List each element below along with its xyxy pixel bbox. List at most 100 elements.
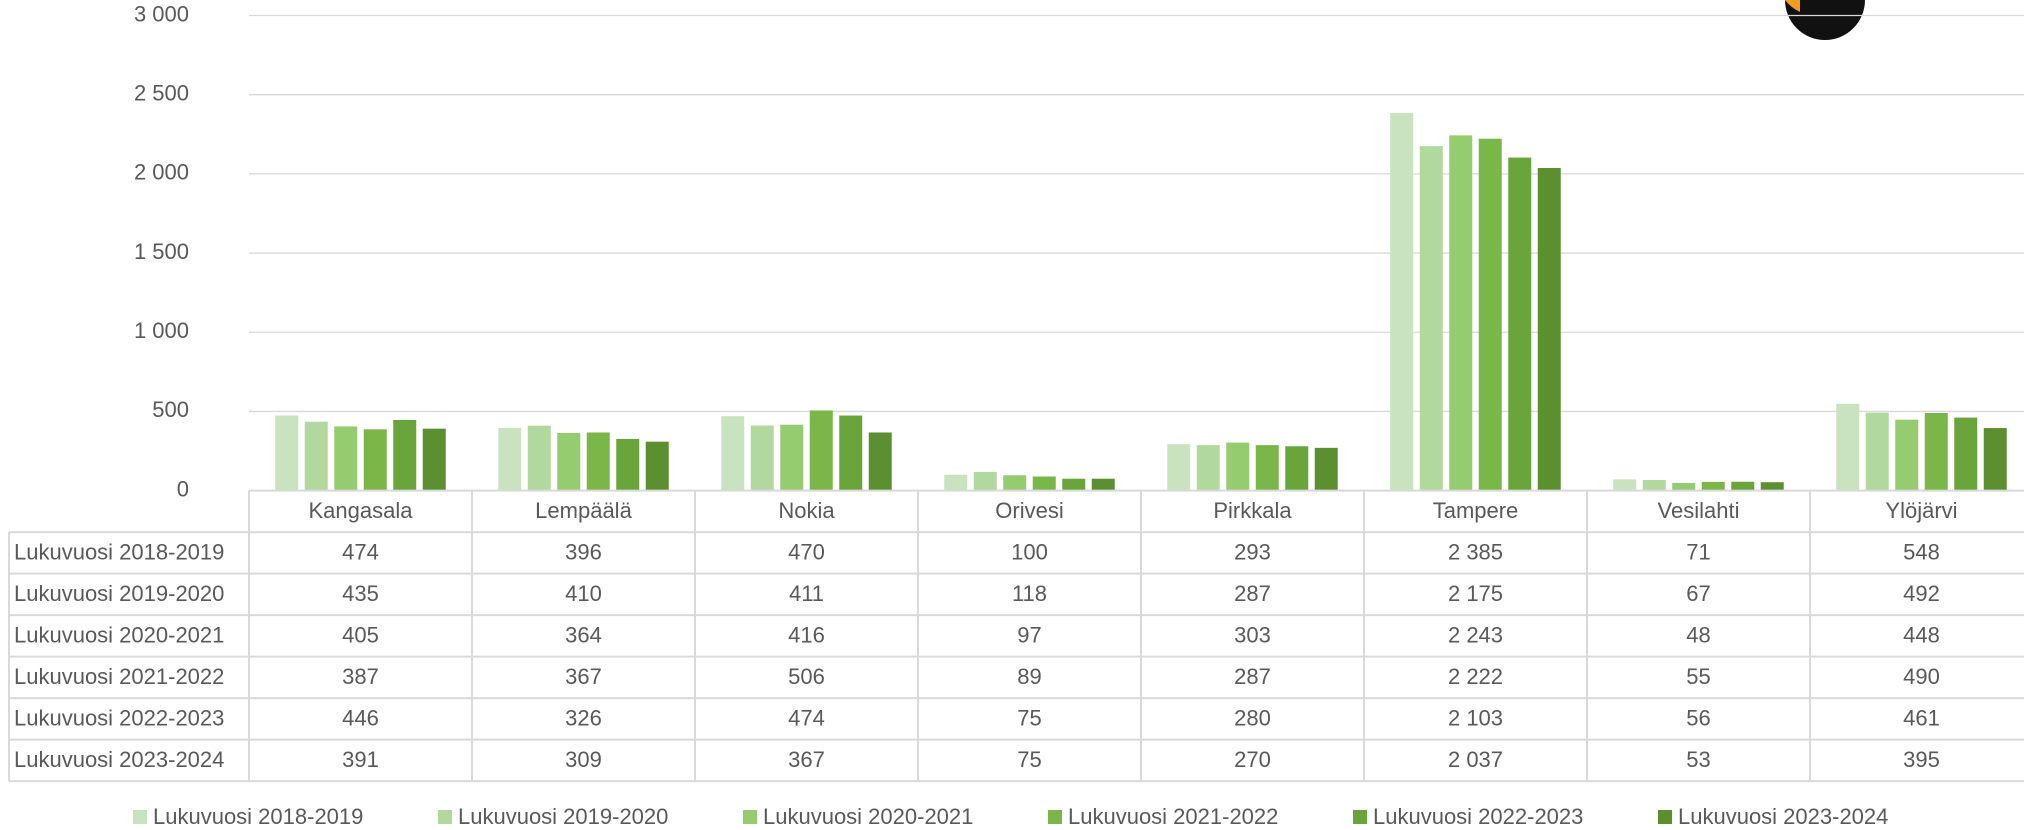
bar	[780, 424, 804, 491]
table-cell: 2 222	[1448, 664, 1503, 689]
table-cell: 2 385	[1448, 540, 1503, 565]
bar	[557, 432, 581, 491]
bar	[393, 419, 417, 491]
legend-label: Lukuvuosi 2018-2019	[153, 804, 363, 829]
y-tick-label: 2 000	[134, 160, 189, 185]
table-cell: 405	[342, 623, 379, 648]
table-cell: 89	[1017, 664, 1041, 689]
table-cell: 387	[342, 664, 379, 689]
y-tick-label: 0	[177, 476, 189, 501]
bar	[973, 471, 997, 491]
bar	[1672, 482, 1696, 491]
legend-label: Lukuvuosi 2019-2020	[458, 804, 668, 829]
bar	[1062, 478, 1086, 491]
row-label: Lukuvuosi 2020-2021	[14, 623, 224, 648]
bar	[1983, 428, 2007, 491]
legend-swatch	[1353, 810, 1367, 824]
bar	[1731, 481, 1755, 491]
bar	[1196, 445, 1220, 491]
table-cell: 391	[342, 747, 379, 772]
y-tick-label: 2 500	[134, 80, 189, 105]
table-cell: 53	[1686, 747, 1710, 772]
table-cell: 416	[788, 623, 825, 648]
bar	[1760, 482, 1784, 491]
bar	[809, 410, 833, 491]
bar	[363, 429, 387, 491]
table-cell: 367	[788, 747, 825, 772]
bar	[1285, 446, 1309, 491]
bar	[422, 428, 446, 491]
bar	[750, 425, 774, 491]
legend-label: Lukuvuosi 2022-2023	[1373, 804, 1583, 829]
table-cell: 309	[565, 747, 602, 772]
table-cell: 67	[1686, 581, 1710, 606]
table-cell: 326	[565, 706, 602, 731]
table-cell: 100	[1011, 540, 1048, 565]
table-cell: 75	[1017, 747, 1041, 772]
table-cell: 548	[1903, 540, 1940, 565]
row-label: Lukuvuosi 2021-2022	[14, 664, 224, 689]
bar	[334, 426, 358, 491]
row-label: Lukuvuosi 2018-2019	[14, 540, 224, 565]
bar	[586, 432, 610, 491]
bar	[1003, 475, 1027, 491]
table-cell: 395	[1903, 747, 1940, 772]
y-tick-label: 1 000	[134, 318, 189, 343]
bar	[1478, 138, 1502, 491]
legend-label: Lukuvuosi 2021-2022	[1068, 804, 1278, 829]
table-cell: 396	[565, 540, 602, 565]
bar	[721, 416, 745, 491]
bar	[1314, 447, 1338, 491]
y-tick-label: 500	[152, 397, 189, 422]
table-cell: 270	[1234, 747, 1271, 772]
x-tick-label: Lempäälä	[535, 498, 632, 523]
table-cell: 474	[788, 706, 825, 731]
table-cell: 55	[1686, 664, 1710, 689]
table-cell: 56	[1686, 706, 1710, 731]
bar	[1390, 112, 1414, 491]
bar	[304, 421, 328, 491]
bar	[645, 441, 669, 491]
bar	[1865, 412, 1889, 491]
bar	[868, 432, 892, 491]
table-cell: 287	[1234, 581, 1271, 606]
table-cell: 474	[342, 540, 379, 565]
bar	[1419, 146, 1443, 491]
bar	[1537, 168, 1561, 491]
row-label: Lukuvuosi 2023-2024	[14, 747, 224, 772]
logo-accent	[1785, 0, 1800, 12]
y-tick-label: 3 000	[134, 1, 189, 26]
bar	[1508, 157, 1532, 491]
row-label: Lukuvuosi 2019-2020	[14, 581, 224, 606]
legend-swatch	[133, 810, 147, 824]
x-tick-label: Nokia	[778, 498, 835, 523]
table-cell: 492	[1903, 581, 1940, 606]
bar	[1091, 478, 1115, 491]
legend-swatch	[438, 810, 452, 824]
bar	[1032, 476, 1056, 491]
table-cell: 2 175	[1448, 581, 1503, 606]
bar	[1226, 442, 1250, 491]
x-tick-label: Orivesi	[995, 498, 1063, 523]
bar	[1642, 479, 1666, 491]
x-tick-label: Tampere	[1433, 498, 1519, 523]
x-tick-label: Pirkkala	[1213, 498, 1292, 523]
table-cell: 410	[565, 581, 602, 606]
bar	[1167, 444, 1191, 491]
bar	[1924, 413, 1948, 491]
table-cell: 71	[1686, 540, 1710, 565]
table-cell: 48	[1686, 623, 1710, 648]
bar	[1701, 481, 1725, 491]
legend-swatch	[743, 810, 757, 824]
table-cell: 435	[342, 581, 379, 606]
table-cell: 367	[565, 664, 602, 689]
x-tick-label: Ylöjärvi	[1885, 498, 1957, 523]
table-cell: 293	[1234, 540, 1271, 565]
bar	[1613, 479, 1637, 491]
table-cell: 470	[788, 540, 825, 565]
table-cell: 364	[565, 623, 602, 648]
bar	[1954, 417, 1978, 491]
bar	[1255, 445, 1279, 491]
legend-swatch	[1048, 810, 1062, 824]
